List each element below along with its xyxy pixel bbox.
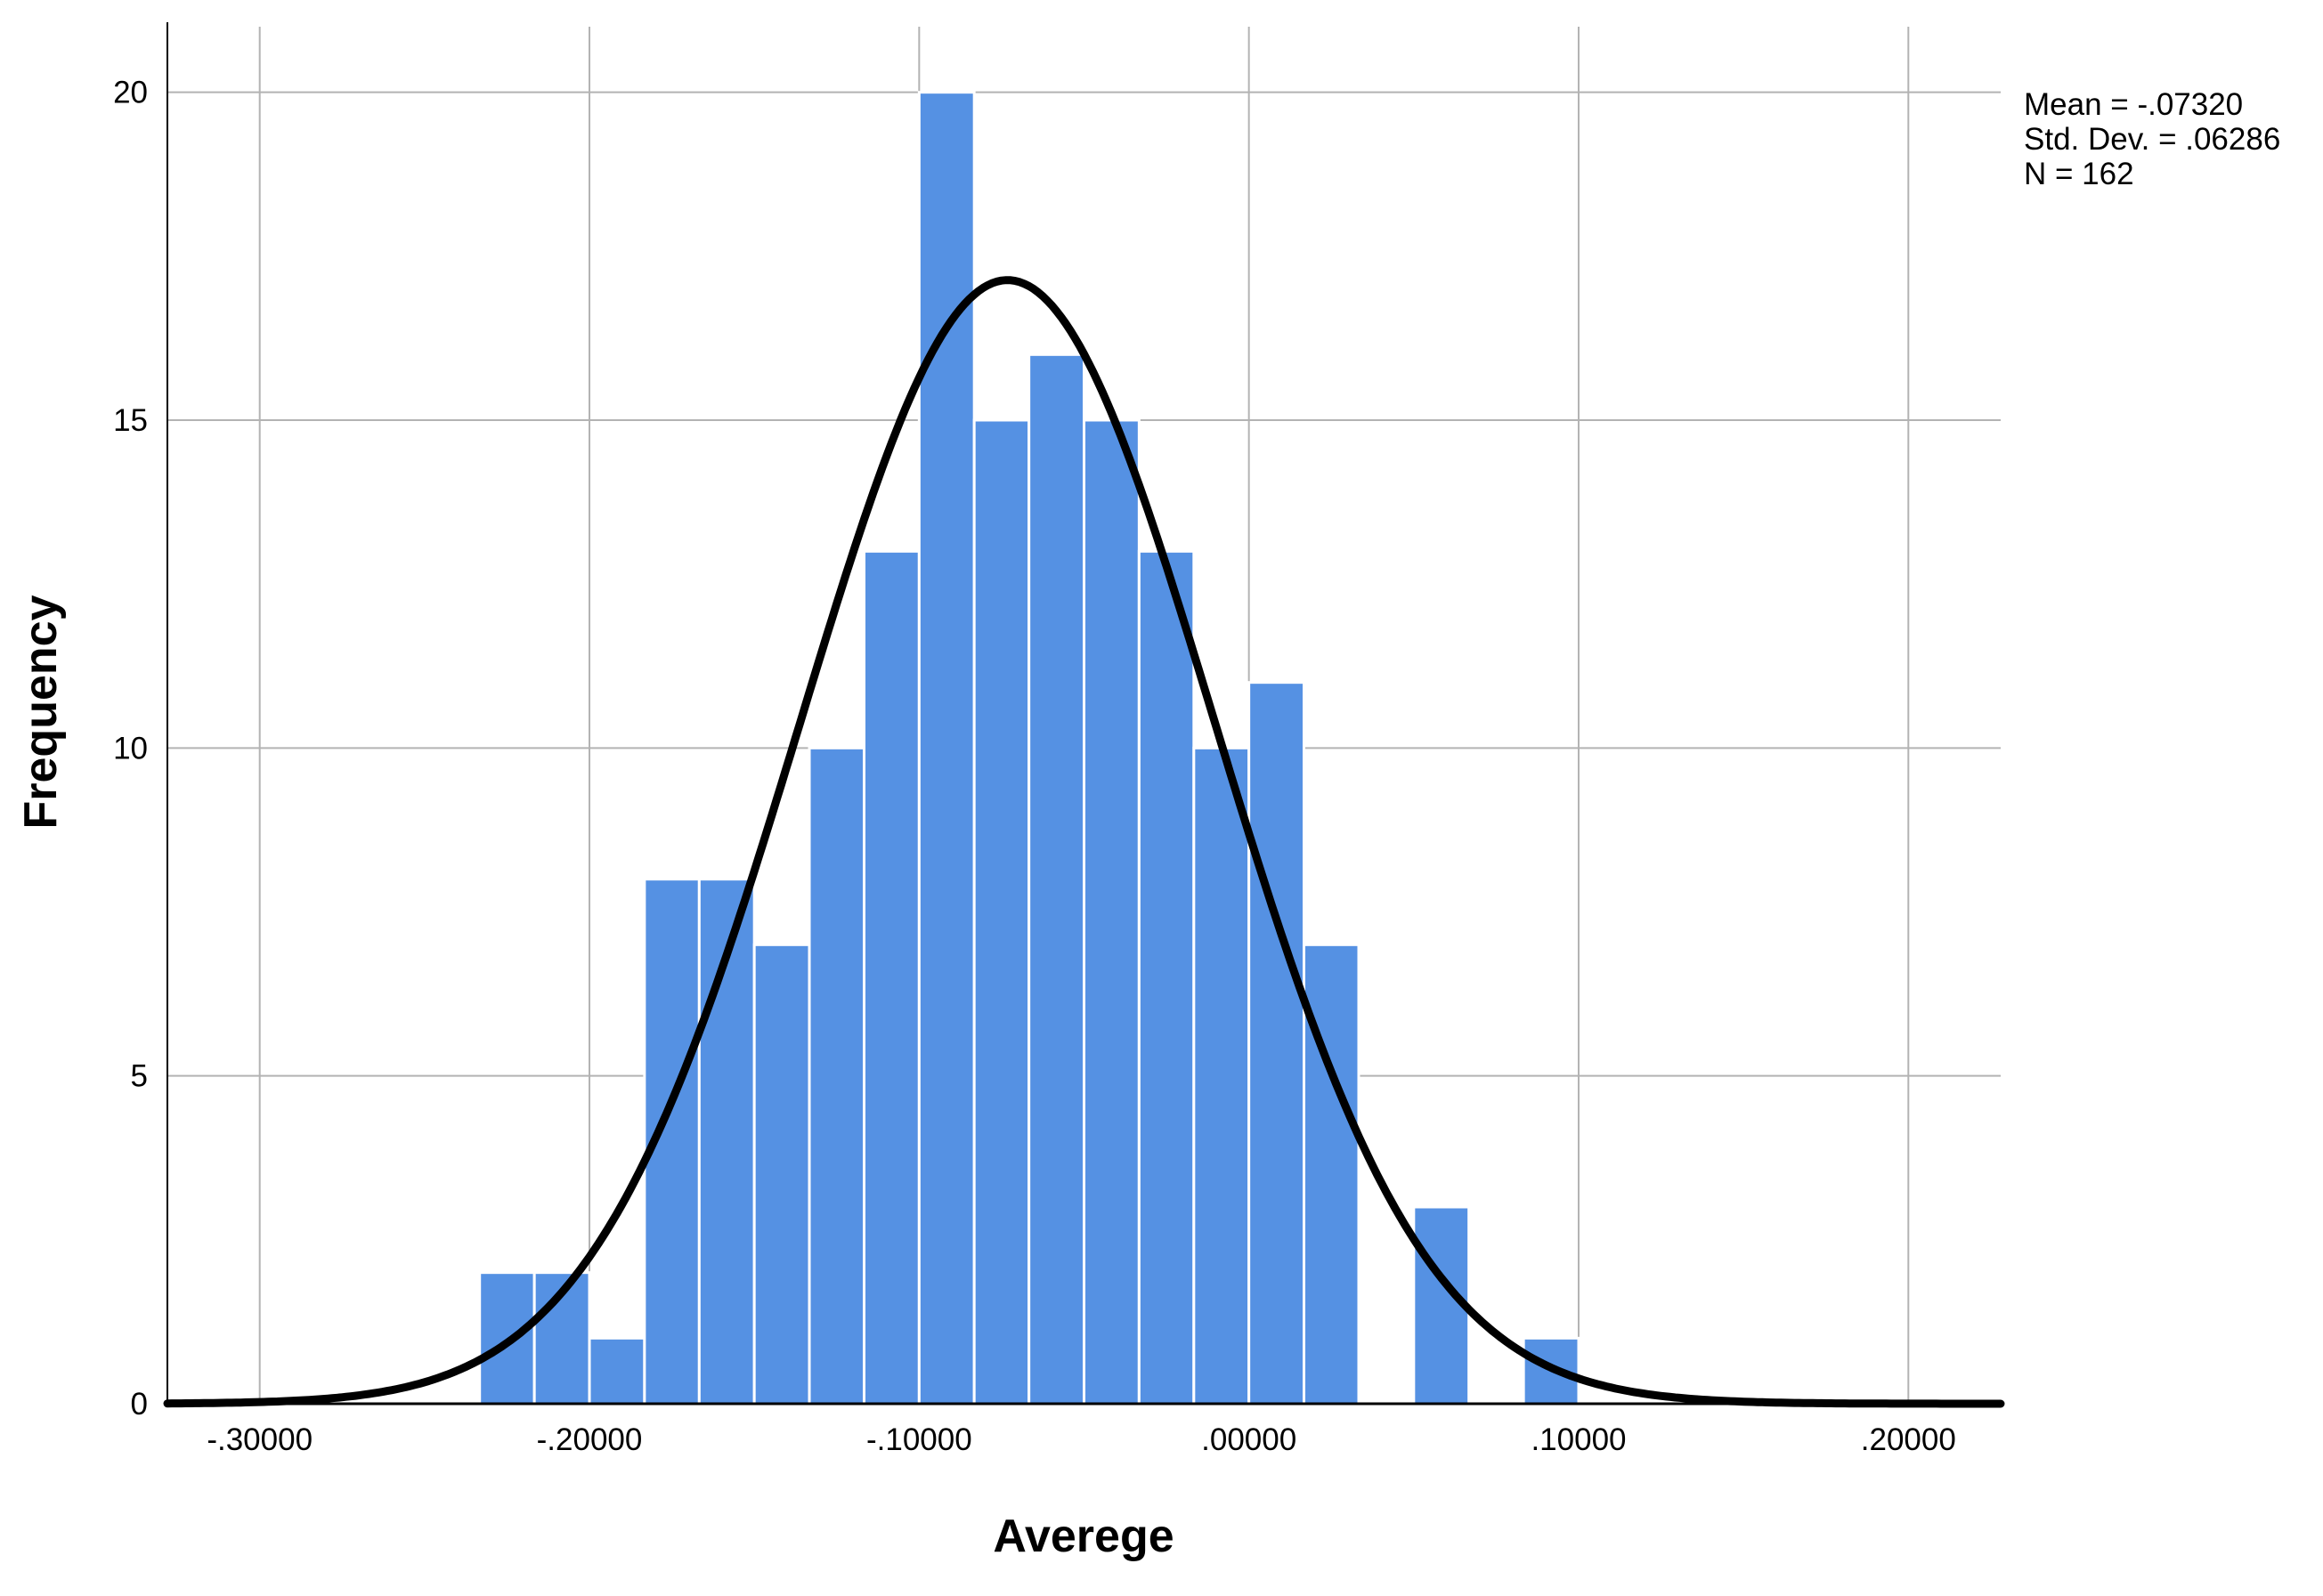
histogram-bar — [588, 1336, 646, 1406]
y-tick-label: 0 — [131, 1387, 148, 1422]
x-tick-label: .10000 — [1531, 1422, 1626, 1457]
histogram-bar — [752, 943, 811, 1406]
stat-mean: Mean = -.07320 — [2024, 87, 2243, 122]
normal-curve — [163, 276, 2005, 1408]
y-tick-label: 15 — [113, 403, 148, 438]
histogram-bar — [808, 746, 865, 1406]
stats-box: Mean = -.07320 Std. Dev. = .06286 N = 16… — [2024, 87, 2280, 191]
y-tick-label: 5 — [131, 1059, 148, 1094]
tick-labels: -.30000 -.20000 -.10000 .00000 .10000 .20000 0… — [113, 76, 1956, 1457]
y-axis-title: Frequency — [15, 595, 67, 829]
histogram-bar — [1137, 549, 1196, 1406]
stat-std-dev: Std. Dev. = .06286 — [2024, 122, 2280, 157]
x-tick-label: -.20000 — [537, 1422, 643, 1457]
normal-curve-layer — [163, 276, 2005, 1408]
histogram-bar — [972, 418, 1031, 1406]
histogram-bar — [1192, 746, 1251, 1406]
y-tick-label: 20 — [113, 76, 148, 110]
histogram-bar — [862, 549, 921, 1406]
x-axis-title: Averege — [993, 1511, 1174, 1562]
x-tick-label: -.10000 — [866, 1422, 972, 1457]
x-tick-label: .00000 — [1201, 1422, 1296, 1457]
stat-n: N = 162 — [2024, 157, 2134, 191]
histogram-bar — [1027, 352, 1085, 1406]
x-tick-label: -.30000 — [207, 1422, 313, 1457]
axes — [167, 22, 2001, 1406]
histogram-bar — [1083, 418, 1141, 1406]
histogram-bars — [478, 91, 1580, 1406]
y-tick-label: 10 — [113, 731, 148, 766]
histogram-bar — [917, 91, 976, 1406]
x-tick-label: .20000 — [1861, 1422, 1956, 1457]
histogram-bar — [1247, 681, 1306, 1406]
